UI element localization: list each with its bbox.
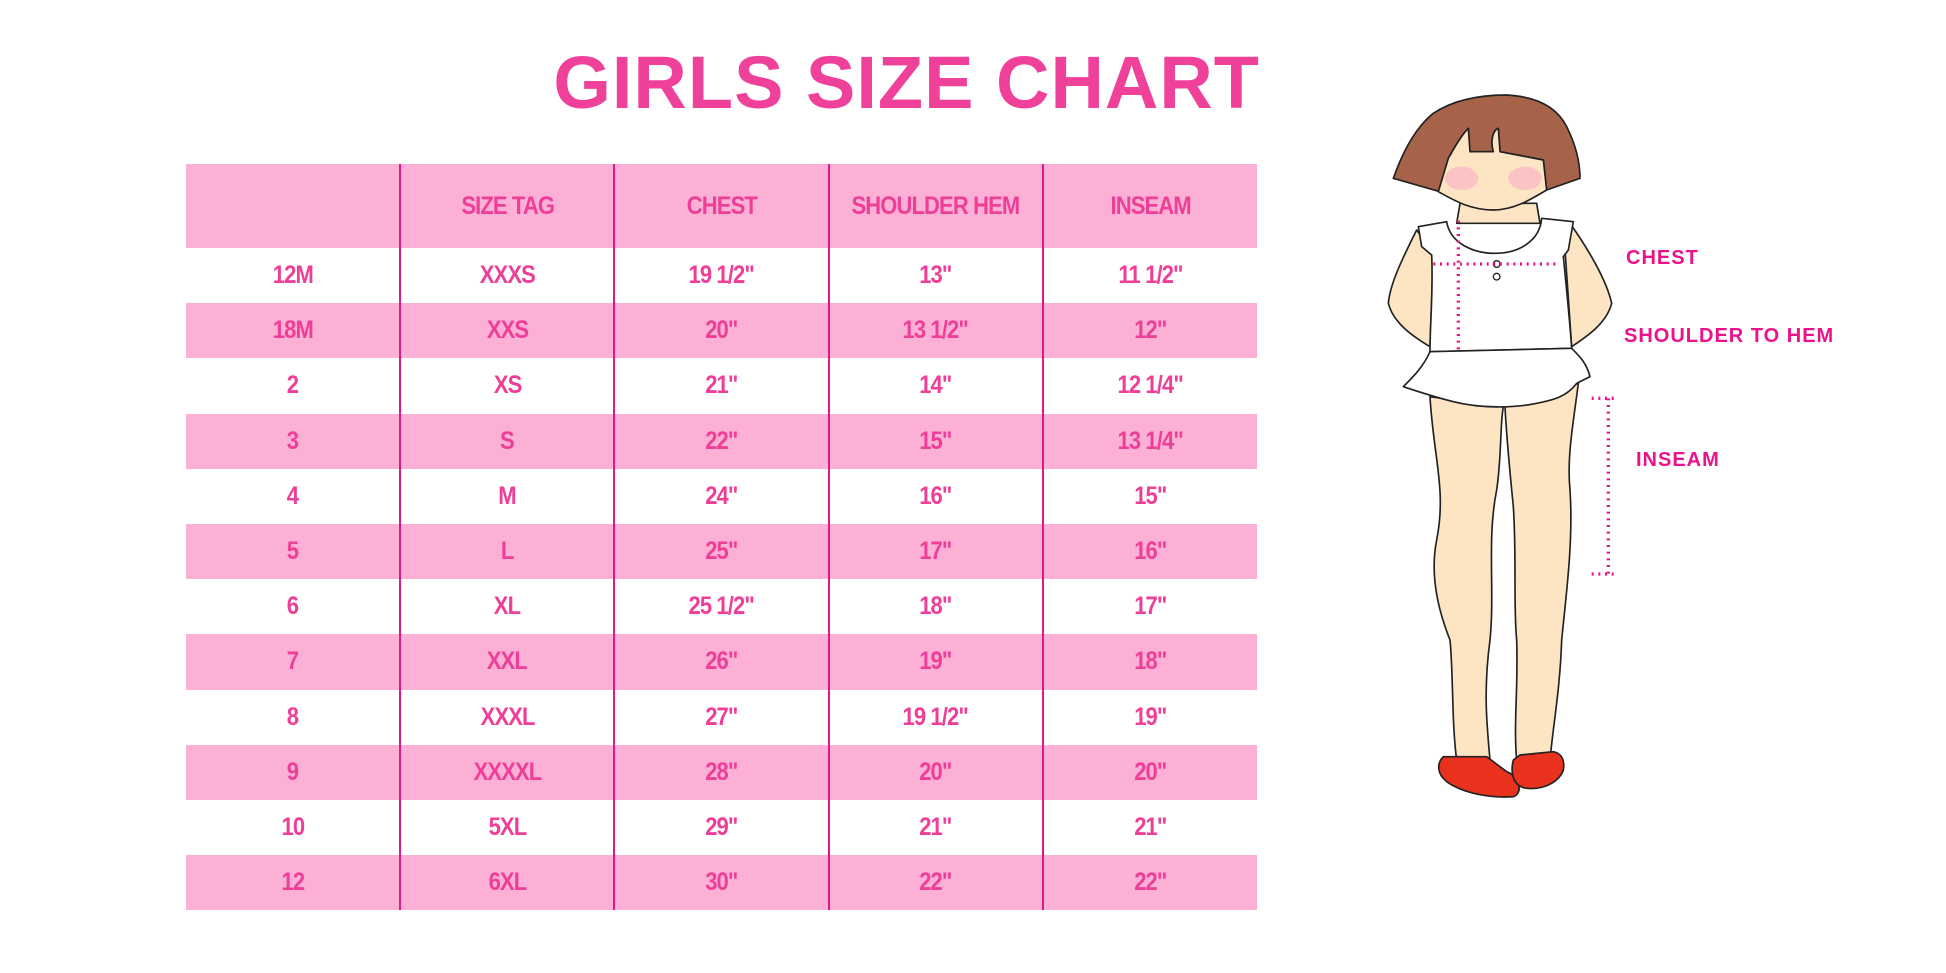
right-arm — [1564, 222, 1613, 348]
cell-size-tag: S — [399, 413, 615, 469]
table-row: 6 XL 25 1/2" 18" 17" — [186, 579, 1257, 635]
left-cheek — [1445, 166, 1479, 190]
cell-inseam: 19" — [1041, 689, 1257, 745]
cell-chest: 25 1/2" — [613, 579, 829, 635]
cell-size-tag: XS — [399, 358, 615, 414]
cell-size: 12M — [272, 261, 314, 290]
cell-chest: 20" — [613, 303, 829, 359]
table-row: 4 M 24" 16" 15" — [186, 468, 1257, 524]
cell-size: 12 — [186, 855, 401, 911]
table-row: 8 XXXL 27" 19 1/2" 19" — [186, 689, 1257, 745]
page-title: GIRLS SIZE CHART — [553, 41, 1260, 124]
cell-inseam: 21" — [1041, 799, 1257, 856]
cell-shoulder-hem: 22" — [827, 855, 1043, 911]
cell-size: 7 — [186, 634, 401, 690]
cell-size: 18M — [186, 303, 401, 359]
table-row: 12 6XL 30" 22" 22" — [186, 855, 1257, 911]
girl-illustration — [1387, 94, 1619, 798]
right-shoe — [1511, 750, 1565, 790]
right-cheek — [1508, 166, 1542, 190]
cell-inseam: 12" — [1041, 303, 1257, 359]
cell-size-tag: XXXS — [399, 248, 615, 304]
cell-size-tag: XXXL — [399, 689, 615, 745]
header-shoulder-hem: SHOULDER HEM — [827, 164, 1043, 248]
cell-size: 2 — [286, 371, 299, 400]
cell-shoulder-hem: 19 1/2" — [827, 689, 1043, 745]
cell-size-tag: XXS — [399, 303, 615, 359]
table-header-row: SIZE TAG CHEST SHOULDER HEM INSEAM — [186, 164, 1257, 248]
cell-shoulder-hem: 15" — [827, 413, 1043, 469]
table-row: 2 XS 21" 14" 12 1/4" — [186, 358, 1257, 414]
cell-chest: 28" — [613, 744, 829, 800]
cell-chest: 27" — [613, 689, 829, 745]
inseam-label: INSEAM — [1636, 449, 1720, 471]
cell-inseam: 11 1/2" — [1041, 248, 1257, 304]
chest-label: CHEST — [1626, 247, 1699, 269]
cell-shoulder-hem: 19" — [827, 634, 1043, 690]
table-row: 10 5XL 29" 21" 21" — [186, 799, 1257, 856]
cell-shoulder-hem: 20" — [827, 744, 1043, 800]
table-row: 5 L 25" 17" 16" — [186, 523, 1257, 580]
cell-inseam: 15" — [1041, 468, 1257, 524]
cell-size: 10 — [281, 812, 305, 841]
cell-shoulder-hem: 17" — [827, 523, 1043, 580]
dress-top — [1417, 217, 1575, 353]
cell-chest: 24" — [613, 468, 829, 524]
cell-inseam: 18" — [1041, 634, 1257, 690]
cell-shoulder-hem: 21" — [827, 799, 1043, 856]
cell-size-tag: 5XL — [399, 799, 615, 856]
size-chart-table: SIZE TAG CHEST SHOULDER HEM INSEAM 12M XX… — [186, 164, 1257, 911]
cell-size: 5 — [186, 523, 401, 580]
cell-inseam: 16" — [1041, 523, 1257, 580]
cell-chest: 21" — [613, 358, 829, 414]
cell-shoulder-hem: 18" — [827, 579, 1043, 635]
header-chest: CHEST — [613, 164, 829, 248]
cell-size-tag: XXL — [399, 634, 615, 690]
header-size — [186, 164, 401, 248]
header-size-tag: SIZE TAG — [399, 164, 615, 248]
table-row: 3 S 22" 15" 13 1/4" — [186, 413, 1257, 469]
cell-chest: 30" — [613, 855, 829, 911]
dress-button — [1492, 272, 1501, 281]
cell-size: 8 — [286, 702, 299, 731]
left-shoe — [1437, 755, 1520, 798]
cell-shoulder-hem: 13" — [827, 248, 1043, 304]
cell-chest: 19 1/2" — [613, 248, 829, 304]
header-inseam: INSEAM — [1041, 164, 1257, 248]
cell-size-tag: L — [399, 523, 615, 580]
left-arm — [1387, 229, 1435, 348]
cell-shoulder-hem: 16" — [827, 468, 1043, 524]
cell-inseam: 17" — [1041, 579, 1257, 635]
left-leg — [1429, 395, 1505, 761]
cell-chest: 26" — [613, 634, 829, 690]
cell-size-tag: 6XL — [399, 855, 615, 911]
cell-size: 3 — [186, 413, 401, 469]
table-row: 7 XXL 26" 19" 18" — [186, 634, 1257, 690]
cell-chest: 22" — [613, 413, 829, 469]
shoulder-to-hem-label: SHOULDER TO HEM — [1624, 325, 1835, 347]
cell-size: 9 — [186, 744, 401, 800]
cell-size-tag: XXXXL — [399, 744, 615, 800]
cell-shoulder-hem: 14" — [827, 358, 1043, 414]
dress-skirt — [1402, 347, 1591, 408]
cell-inseam: 12 1/4" — [1041, 358, 1257, 414]
cell-inseam: 22" — [1041, 855, 1257, 911]
cell-shoulder-hem: 13 1/2" — [827, 303, 1043, 359]
cell-inseam: 13 1/4" — [1041, 413, 1257, 469]
cell-size-tag: XL — [399, 579, 615, 635]
cell-chest: 29" — [613, 799, 829, 856]
right-leg — [1504, 382, 1580, 761]
table-row: 9 XXXXL 28" 20" 20" — [186, 744, 1257, 800]
cell-size: 4 — [286, 481, 299, 510]
cell-chest: 25" — [613, 523, 829, 580]
cell-inseam: 20" — [1041, 744, 1257, 800]
table-row: 18M XXS 20" 13 1/2" 12" — [186, 303, 1257, 359]
cell-size: 6 — [286, 592, 299, 621]
table-row: 12M XXXS 19 1/2" 13" 11 1/2" — [186, 248, 1257, 304]
cell-size-tag: M — [399, 468, 615, 524]
